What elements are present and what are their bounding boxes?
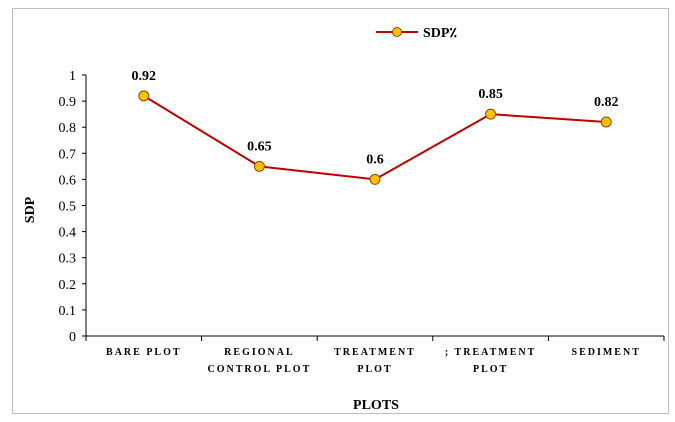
y-tick-label: 0.2 (59, 278, 77, 293)
x-axis-title: PLOTS (353, 398, 399, 413)
x-category-label: ; TREATMENT PLOT (445, 347, 536, 375)
data-point (600, 116, 612, 128)
data-label: 0.82 (594, 95, 619, 110)
data-point (138, 90, 150, 102)
series-group (138, 90, 612, 185)
x-category-label: SEDIMENT (572, 347, 641, 358)
y-tick-label: 0.4 (59, 226, 77, 241)
y-tick-label: 0.7 (59, 147, 77, 162)
legend-marker (392, 27, 402, 37)
y-tick-label: 0.8 (59, 121, 77, 136)
x-categories-group: BARE PLOT REGIONAL CONTROL PLOT TREATMENT PL… (85, 336, 665, 375)
chart-border (12, 8, 669, 414)
data-labels-group: 0.92 0.65 0.6 0.85 0.82 (132, 69, 619, 168)
data-point (369, 173, 381, 185)
data-label: 0.65 (247, 139, 272, 154)
y-tick-label: 0 (69, 330, 76, 345)
y-tick-label: 0.5 (59, 200, 77, 215)
y-tick-label: 0.9 (59, 95, 77, 110)
data-label: 0.85 (478, 87, 503, 102)
data-point (485, 108, 497, 120)
data-label: 0.6 (366, 152, 384, 167)
x-category-label: REGIONAL CONTROL PLOT (208, 347, 312, 375)
y-axis-title: SDP (23, 196, 38, 223)
y-tick-label: 0.3 (59, 252, 77, 267)
data-label: 0.92 (132, 69, 157, 84)
x-category-label: TREATMENT PLOT (334, 347, 416, 375)
y-tick-label: 0.1 (59, 304, 77, 319)
legend: SDP٪ (376, 26, 457, 41)
y-ticks-group: 0 0.1 0.2 0.3 0.4 0.5 0.6 0.7 0.8 0.9 1 (59, 69, 86, 345)
legend-label: SDP٪ (423, 26, 457, 41)
x-category-label: BARE PLOT (106, 347, 182, 358)
data-point (253, 160, 265, 172)
y-tick-label: 1 (69, 69, 76, 84)
y-tick-label: 0.6 (59, 173, 77, 188)
